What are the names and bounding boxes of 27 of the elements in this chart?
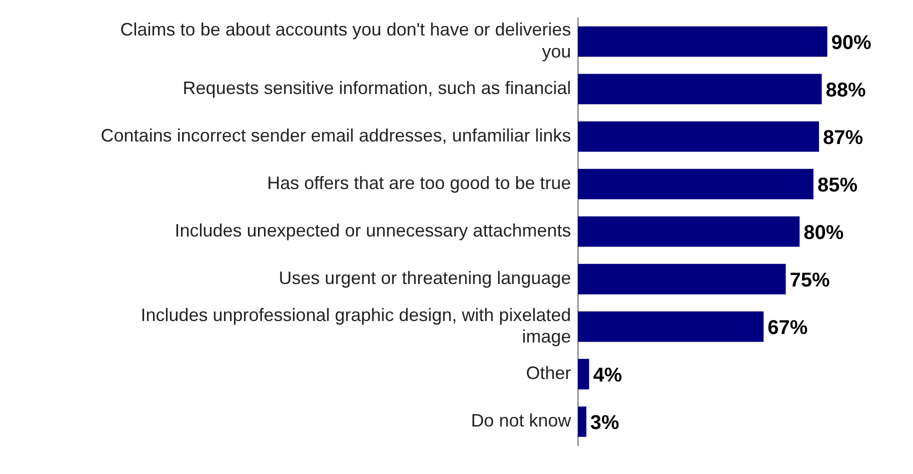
data-label: 75% bbox=[790, 270, 830, 292]
data-label: 90% bbox=[831, 32, 872, 54]
bar bbox=[578, 74, 822, 104]
bar bbox=[578, 26, 828, 57]
y-tick-label: Uses urgent or threatening language bbox=[278, 268, 571, 288]
data-label: 67% bbox=[768, 317, 808, 340]
bar bbox=[578, 216, 800, 247]
data-label: 87% bbox=[822, 127, 864, 150]
y-tick-label: Contains incorrect sender email addresses, unfamiliar links bbox=[100, 126, 571, 146]
y-tick-label: Claims to be about accounts you don't have or deliveries you bbox=[120, 20, 571, 62]
y-tick-label: Requests sensitive information, such as financial bbox=[182, 78, 571, 98]
y-tick-label: Includes unexpected or unnecessary attachments bbox=[174, 220, 571, 241]
bar bbox=[578, 311, 764, 342]
y-tick-label: Do not know bbox=[470, 410, 572, 431]
bar bbox=[578, 264, 786, 294]
bar bbox=[578, 358, 590, 390]
bar bbox=[578, 121, 819, 152]
bar bbox=[578, 168, 814, 200]
data-label: 3% bbox=[590, 412, 620, 434]
data-label: 85% bbox=[817, 174, 858, 197]
bar bbox=[578, 406, 586, 437]
data-label: 4% bbox=[593, 364, 622, 387]
data-label: 88% bbox=[826, 80, 866, 102]
y-tick-label: Has offers that are too good to be true bbox=[267, 173, 571, 194]
y-tick-label: Other bbox=[526, 363, 571, 384]
y-tick-label: Includes unprofessional graphic design, with pixelated image bbox=[140, 304, 571, 346]
data-label: 80% bbox=[804, 222, 844, 244]
